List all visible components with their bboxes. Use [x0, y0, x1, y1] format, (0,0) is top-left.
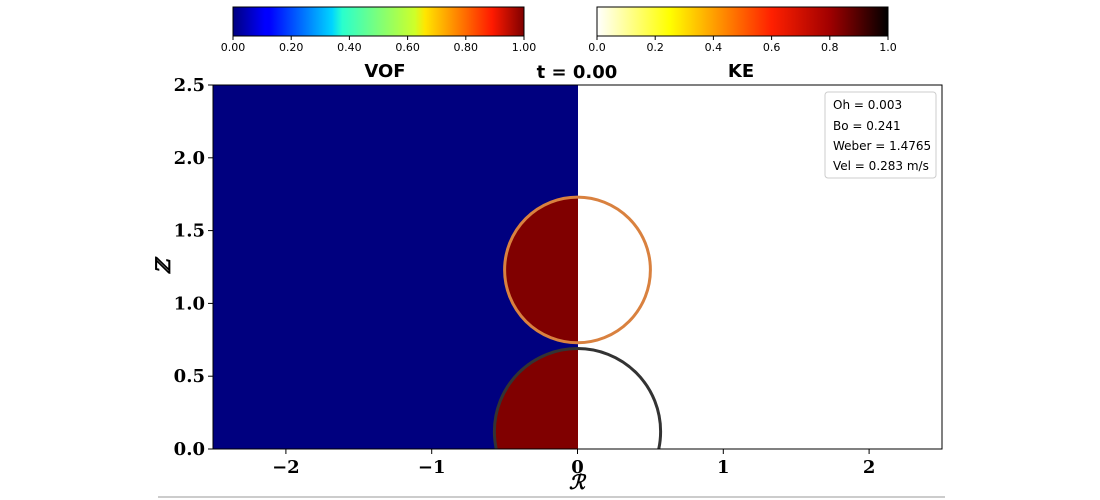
- interface-outline: [503, 195, 652, 345]
- y-tick-label: 1.0: [174, 293, 205, 314]
- plot-area: −2 −1 0 1 2 0.0 0.5 1.0 1.5 2.0 2.5: [174, 75, 943, 478]
- colorbar-tick-label: 0.2: [646, 41, 664, 54]
- colorbar-tick-label: 0.80: [454, 41, 479, 54]
- vof-colorbar-label: VOF: [364, 61, 405, 82]
- colorbar-tick-label: 0.60: [395, 41, 420, 54]
- y-axis-ticks: 0.0 0.5 1.0 1.5 2.0 2.5: [174, 75, 213, 460]
- y-axis-label: ℤ: [151, 256, 175, 274]
- x-tick-label: 0: [571, 457, 584, 478]
- vof-colorbar-gradient: [232, 6, 525, 37]
- y-tick-label: 0.0: [174, 439, 205, 460]
- x-axis-ticks: −2 −1 0 1 2: [272, 449, 875, 478]
- y-tick-label: 0.5: [174, 366, 205, 387]
- ke-colorbar: 0.0 0.2 0.4 0.6 0.8 1.0 KE: [588, 6, 897, 82]
- ke-colorbar-ticks: 0.0 0.2 0.4 0.6 0.8 1.0: [588, 36, 897, 54]
- legend-entry-bo: Bo = 0.241: [833, 119, 901, 133]
- colorbar-tick-label: 0.00: [221, 41, 246, 54]
- colorbar-tick-label: 1.0: [879, 41, 897, 54]
- legend-entry-weber: Weber = 1.4765: [833, 139, 931, 153]
- colorbar-tick-label: 0.20: [279, 41, 304, 54]
- parameter-legend: Oh = 0.003 Bo = 0.241 Weber = 1.4765 Vel…: [824, 91, 937, 179]
- interface-outline: [492, 347, 663, 449]
- y-tick-label: 1.5: [174, 221, 205, 242]
- colorbar-tick-label: 0.40: [337, 41, 362, 54]
- ke-colorbar-gradient: [596, 6, 889, 37]
- colorbar-tick-label: 0.4: [705, 41, 723, 54]
- colorbar-tick-label: 0.8: [821, 41, 839, 54]
- vof-colorbar-ticks: 0.00 0.20 0.40 0.60 0.80 1.00: [221, 36, 537, 54]
- colorbar-tick-label: 0.0: [588, 41, 606, 54]
- vof-drop-fill: [494, 348, 578, 449]
- vof-drop-fill: [504, 197, 578, 343]
- y-tick-label: 2.0: [174, 148, 205, 169]
- colorbar-tick-label: 1.00: [512, 41, 537, 54]
- y-tick-label: 2.5: [174, 75, 205, 96]
- chart-title: t = 0.00: [537, 62, 618, 83]
- ke-colorbar-label: KE: [728, 61, 754, 82]
- legend-entry-oh: Oh = 0.003: [833, 98, 902, 112]
- x-tick-label: 1: [717, 457, 730, 478]
- vof-colorbar: 0.00 0.20 0.40 0.60 0.80 1.00 VOF: [221, 6, 537, 82]
- legend-entry-vel: Vel = 0.283 m/s: [833, 159, 929, 173]
- colorbar-tick-label: 0.6: [763, 41, 781, 54]
- x-tick-label: −2: [272, 457, 300, 478]
- x-tick-label: −1: [418, 457, 446, 478]
- x-axis-label: ℛ: [569, 470, 587, 494]
- x-tick-label: 2: [863, 457, 876, 478]
- legend-frame: [824, 91, 937, 179]
